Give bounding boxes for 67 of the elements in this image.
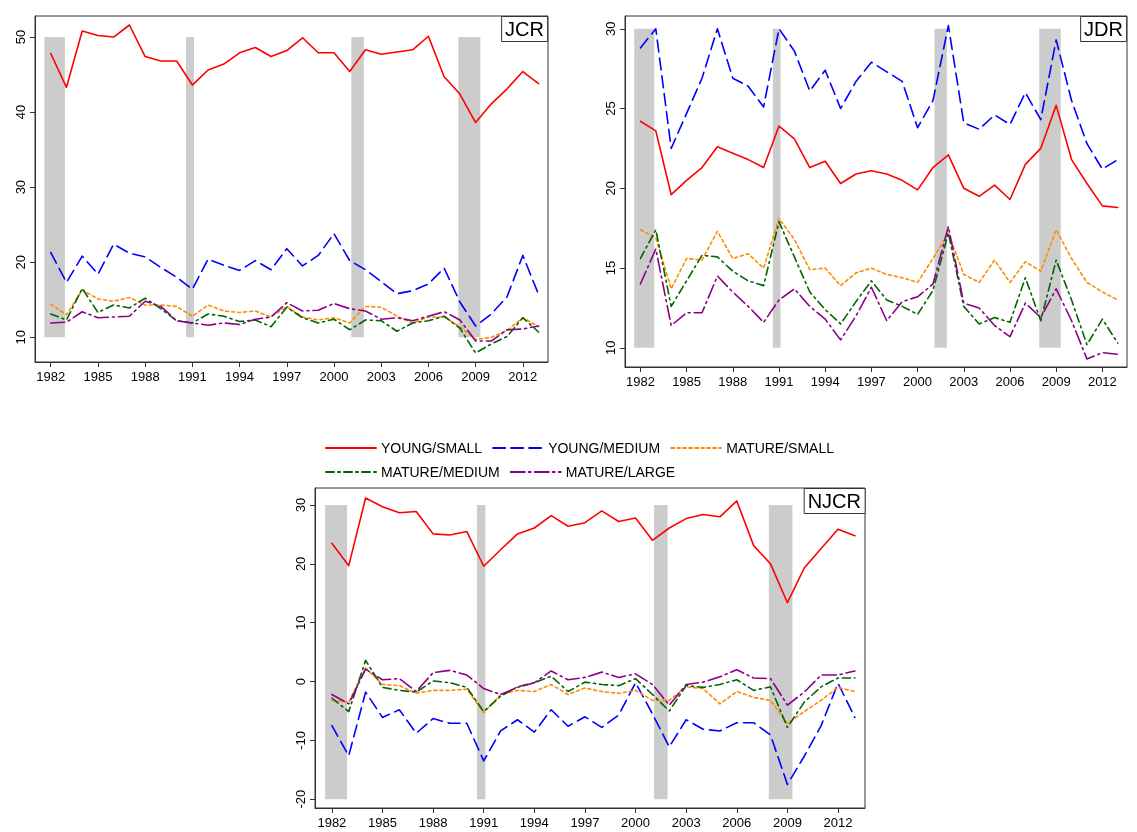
chart-title: JCR bbox=[505, 18, 544, 40]
x-tick-label: 1994 bbox=[519, 815, 549, 830]
y-tick-label: 30 bbox=[13, 179, 28, 195]
legend-label: MATURE/MEDIUM bbox=[381, 464, 500, 480]
x-tick-label: 2006 bbox=[722, 815, 752, 830]
x-tick-label: 2009 bbox=[772, 815, 802, 830]
x-tick-label: 2006 bbox=[995, 374, 1025, 389]
x-tick-label: 2009 bbox=[461, 369, 491, 384]
y-tick-label: 20 bbox=[13, 254, 28, 270]
x-tick-label: 1997 bbox=[272, 369, 302, 384]
legend-label: YOUNG/SMALL bbox=[381, 440, 483, 456]
x-tick-label: 2003 bbox=[949, 374, 979, 389]
x-tick-label: 2012 bbox=[823, 815, 853, 830]
y-tick-label: 20 bbox=[603, 181, 618, 196]
x-tick-label: 2000 bbox=[319, 369, 349, 384]
x-tick-label: 1994 bbox=[225, 369, 255, 384]
line-series bbox=[331, 681, 856, 786]
x-tick-label: 2012 bbox=[1087, 374, 1117, 389]
y-tick-label: 50 bbox=[13, 29, 28, 45]
x-tick-label: 1991 bbox=[764, 374, 794, 389]
x-tick-label: 1997 bbox=[856, 374, 886, 389]
x-tick-label: 1982 bbox=[625, 374, 655, 389]
chart-title: NJCR bbox=[807, 490, 862, 512]
chart-title: JDR bbox=[1084, 18, 1123, 40]
x-tick-label: 2003 bbox=[366, 369, 396, 384]
line-series bbox=[331, 667, 856, 725]
x-tick-label: 2006 bbox=[413, 369, 443, 384]
x-tick-label: 1991 bbox=[469, 815, 499, 830]
y-tick-label: 0 bbox=[293, 677, 308, 686]
line-series bbox=[49, 289, 540, 341]
x-tick-label: 2003 bbox=[671, 815, 701, 830]
y-tick-label: -10 bbox=[293, 730, 308, 750]
x-tick-label: 1994 bbox=[810, 374, 840, 389]
x-tick-label: 2000 bbox=[903, 374, 933, 389]
y-tick-label: 25 bbox=[603, 101, 618, 116]
x-tick-label: 1988 bbox=[418, 815, 448, 830]
x-tick-label: 1982 bbox=[317, 815, 347, 830]
line-series bbox=[331, 659, 856, 729]
x-tick-label: 1997 bbox=[570, 815, 600, 830]
x-tick-label: 1985 bbox=[368, 815, 397, 830]
y-tick-label: 40 bbox=[13, 104, 28, 120]
x-tick-label: 2012 bbox=[508, 369, 538, 384]
line-series bbox=[639, 104, 1119, 209]
y-tick-label: 30 bbox=[603, 21, 618, 36]
y-tick-label: 15 bbox=[603, 260, 618, 276]
y-tick-label: 10 bbox=[13, 330, 28, 345]
y-tick-label: 30 bbox=[293, 497, 308, 513]
legend-label: MATURE/SMALL bbox=[726, 440, 835, 456]
x-tick-label: 1985 bbox=[672, 374, 702, 389]
line-series bbox=[49, 300, 540, 342]
x-tick-label: 2009 bbox=[1041, 374, 1071, 389]
y-tick-label: 10 bbox=[603, 340, 618, 356]
y-tick-label: 10 bbox=[293, 615, 308, 630]
line-series bbox=[331, 668, 856, 706]
x-tick-label: 1991 bbox=[177, 369, 207, 384]
line-series bbox=[49, 287, 540, 354]
legend-label: YOUNG/MEDIUM bbox=[548, 440, 661, 456]
legend-label: MATURE/LARGE bbox=[565, 464, 676, 480]
x-tick-label: 1988 bbox=[130, 369, 160, 384]
x-tick-label: 2000 bbox=[621, 815, 651, 830]
x-tick-label: 1988 bbox=[718, 374, 748, 389]
x-tick-label: 1982 bbox=[36, 369, 66, 384]
y-tick-label: -20 bbox=[293, 789, 308, 809]
line-series bbox=[639, 217, 1119, 301]
y-tick-label: 20 bbox=[293, 556, 308, 572]
x-tick-label: 1985 bbox=[83, 369, 113, 384]
line-series bbox=[49, 232, 540, 327]
